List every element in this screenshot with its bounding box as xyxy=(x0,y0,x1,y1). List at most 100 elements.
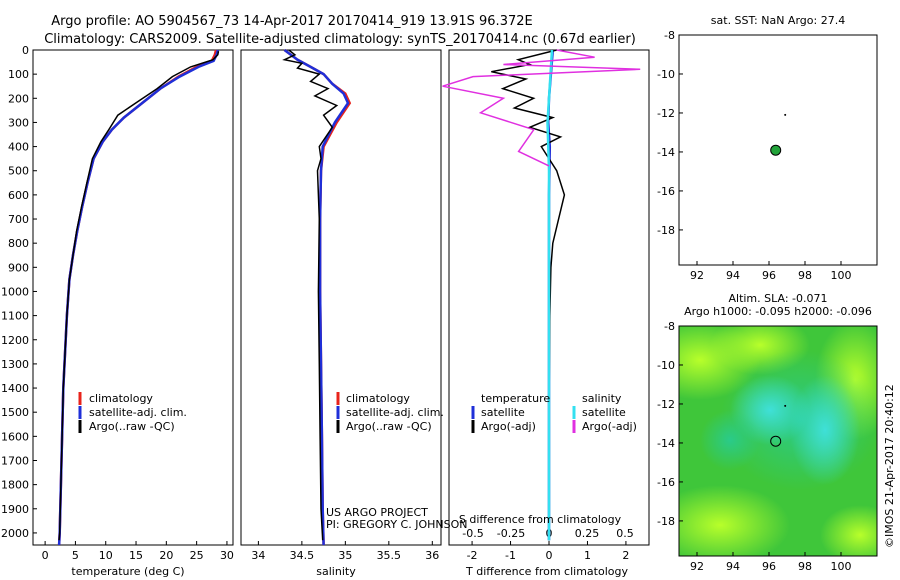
legend-label-s-satellite: satellite xyxy=(582,406,626,419)
difference-xtick-label: 0 xyxy=(546,549,553,562)
sla-map-panel xyxy=(678,325,878,557)
salinity-series-line xyxy=(283,48,352,546)
legend-label-satellite: satellite-adj. clim. xyxy=(89,406,187,419)
salinity-xtick-label: 35 xyxy=(338,549,352,562)
difference-legend: temperature salinity satellite Argo(-adj… xyxy=(471,392,637,433)
depth-ytick-label: 900 xyxy=(8,261,29,274)
difference-series-line xyxy=(491,49,566,541)
difference-xtick-label: -2 xyxy=(467,549,478,562)
salinity-xtick-label: 34.5 xyxy=(290,549,315,562)
depth-ytick-label: 1400 xyxy=(1,382,29,395)
sla_map-ytick-label: -8 xyxy=(664,320,675,333)
depth-ytick-label: 1900 xyxy=(1,503,29,516)
sst_map-ytick-label: -12 xyxy=(657,107,675,120)
sla_map-ytick-label: -16 xyxy=(657,476,675,489)
depth-ytick-label: 600 xyxy=(8,189,29,202)
sst_map-xtick-label: 96 xyxy=(762,269,776,282)
sla-heatmap xyxy=(679,326,877,556)
sla_map-xtick-label: 100 xyxy=(831,560,852,573)
depth-ytick-label: 1700 xyxy=(1,454,29,467)
temperature-xtick-label: 15 xyxy=(129,549,143,562)
difference-xtick-label: 1 xyxy=(584,549,591,562)
legend-label-s-argo: Argo(-adj) xyxy=(582,420,637,433)
salinity-xtick-label: 35.5 xyxy=(377,549,402,562)
salinity-series-line xyxy=(282,49,339,541)
difference-stick-label: -0.5 xyxy=(462,527,483,540)
difference-xlabel: T difference from climatology xyxy=(465,565,628,578)
sst_map-xtick-label: 92 xyxy=(690,269,704,282)
float-track-dot xyxy=(784,404,787,407)
depth-ytick-label: 0 xyxy=(22,44,29,57)
temperature-xtick-label: 30 xyxy=(220,549,234,562)
temperature-series-line xyxy=(57,49,218,546)
depth-ytick-label: 700 xyxy=(8,213,29,226)
sst_map-ytick-label: -18 xyxy=(657,224,675,237)
difference-series-line xyxy=(442,49,641,167)
sla_map-xtick-label: 96 xyxy=(762,560,776,573)
difference-stick-label: -0.25 xyxy=(497,527,525,540)
legend-label-argo: Argo(..raw -QC) xyxy=(89,420,175,433)
temperature-panel xyxy=(32,49,234,546)
legend-label-t-satellite: satellite xyxy=(481,406,525,419)
depth-ytick-label: 1600 xyxy=(1,430,29,443)
depth-ytick-label: 1300 xyxy=(1,358,29,371)
depth-ytick-label: 300 xyxy=(8,116,29,129)
float-marker xyxy=(770,144,782,156)
depth-ytick-label: 500 xyxy=(8,165,29,178)
sla_map-ytick-label: -12 xyxy=(657,398,675,411)
sla-map-title-1: Altim. SLA: -0.071 xyxy=(728,292,827,305)
depth-ytick-label: 800 xyxy=(8,237,29,250)
sla_map-ytick-label: -18 xyxy=(657,515,675,528)
float-track-dot xyxy=(784,113,787,116)
temperature-xtick-label: 0 xyxy=(42,549,49,562)
depth-ytick-label: 2000 xyxy=(1,527,29,540)
temperature-xtick-label: 5 xyxy=(72,549,79,562)
depth-ytick-label: 100 xyxy=(8,68,29,81)
sst_map-ytick-label: -14 xyxy=(657,146,675,159)
temperature-series-line xyxy=(57,49,220,546)
difference-xlabel-top: S difference from climatology xyxy=(459,513,622,526)
header-line2: Climatology: CARS2009. Satellite-adjuste… xyxy=(44,32,636,47)
salinity-series-line xyxy=(283,48,350,546)
legend-label-argo: Argo(..raw -QC) xyxy=(346,420,432,433)
salinity-panel xyxy=(240,49,442,546)
sla_map-xtick-label: 98 xyxy=(798,560,812,573)
depth-ytick-label: 1800 xyxy=(1,479,29,492)
sst_map-ytick-label: -10 xyxy=(657,68,675,81)
temperature-xlabel: temperature (deg C) xyxy=(71,565,184,578)
sst_map-xtick-label: 94 xyxy=(726,269,740,282)
salinity-xtick-label: 36 xyxy=(425,549,439,562)
sst_map-xtick-label: 98 xyxy=(798,269,812,282)
sst_map-ytick-label: -8 xyxy=(664,29,675,42)
sla_map-xtick-label: 94 xyxy=(726,560,740,573)
temperature-xtick-label: 10 xyxy=(99,549,113,562)
legend-label-satellite: satellite-adj. clim. xyxy=(346,406,444,419)
legend-label-t-argo: Argo(-adj) xyxy=(481,420,536,433)
difference-stick-label: 0.25 xyxy=(575,527,600,540)
temperature-xtick-label: 20 xyxy=(159,549,173,562)
credit-project: US ARGO PROJECT xyxy=(326,506,428,519)
sst_map-xtick-label: 100 xyxy=(831,269,852,282)
sla_map-ytick-label: -10 xyxy=(657,359,675,372)
depth-ytick-label: 1500 xyxy=(1,406,29,419)
depth-ytick-label: 1100 xyxy=(1,310,29,323)
sla_map-xtick-label: 92 xyxy=(690,560,704,573)
sla_map-ytick-label: -14 xyxy=(657,437,675,450)
difference-series-line xyxy=(546,49,554,541)
salinity-xtick-label: 34 xyxy=(251,549,265,562)
temperature-xtick-label: 25 xyxy=(190,549,204,562)
difference-xtick-label: -1 xyxy=(505,549,516,562)
legend-header-temperature: temperature xyxy=(481,392,550,405)
depth-ytick-label: 1000 xyxy=(1,285,29,298)
float-marker xyxy=(770,435,782,447)
depth-ytick-label: 200 xyxy=(8,92,29,105)
salinity-xlabel: salinity xyxy=(316,565,356,578)
credit-pi: PI: GREGORY C. JOHNSON xyxy=(326,518,467,531)
credit-imos: ©IMOS 21-Apr-2017 20:40:12 xyxy=(883,384,896,548)
depth-ytick-label: 1200 xyxy=(1,334,29,347)
salinity-legend: climatology satellite-adj. clim. Argo(..… xyxy=(336,392,444,433)
header-line1: Argo profile: AO 5904567_73 14-Apr-2017 … xyxy=(51,14,532,29)
legend-header-salinity: salinity xyxy=(582,392,622,405)
sst-map-title: sat. SST: NaN Argo: 27.4 xyxy=(711,14,845,27)
